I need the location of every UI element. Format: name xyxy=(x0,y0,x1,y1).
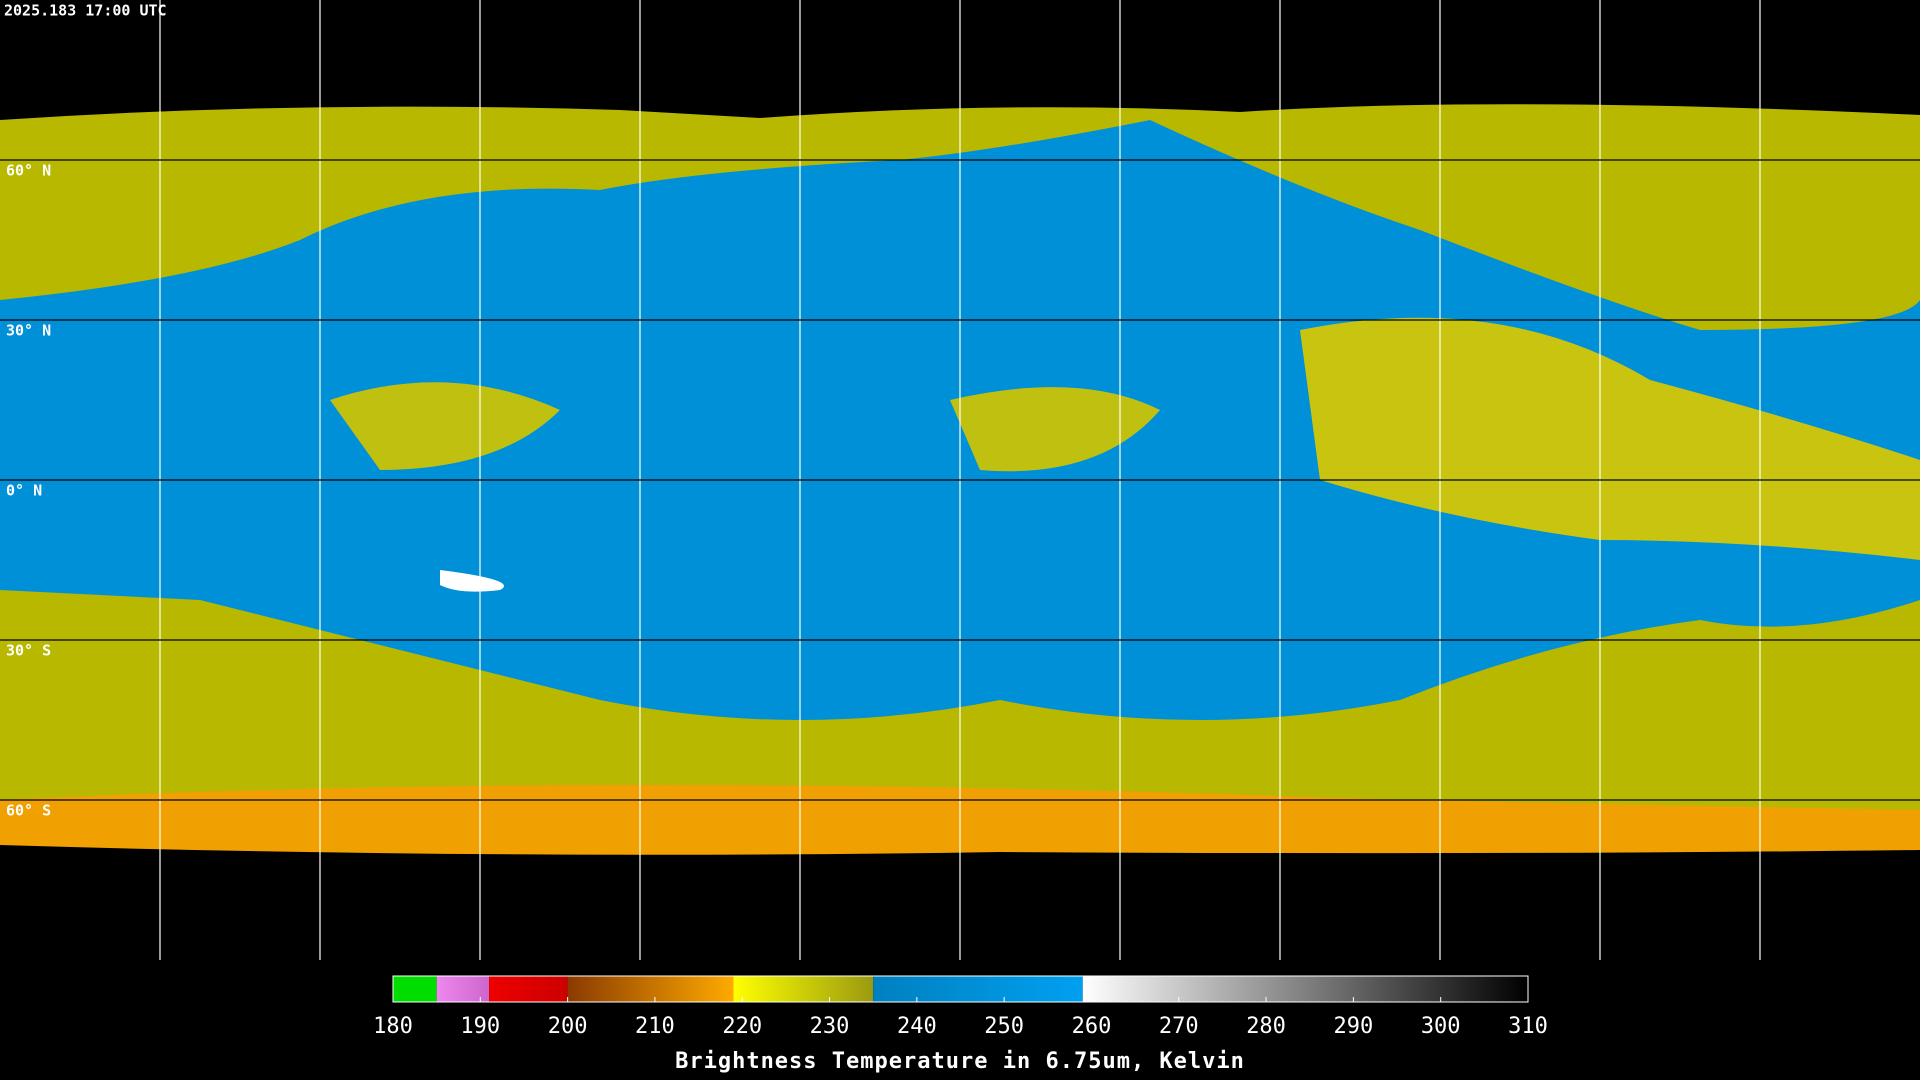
colorbar-segment xyxy=(873,976,1083,1002)
colorbar-label: Brightness Temperature in 6.75um, Kelvin xyxy=(675,1049,1245,1074)
colorbar-segment xyxy=(436,976,490,1002)
colorbar-frame xyxy=(392,975,1529,1003)
colorbar-tick-label: 300 xyxy=(1421,1014,1461,1039)
colorbar-segment xyxy=(393,976,437,1002)
colorbar: 180 190 200 210 220 230 240 250 260 270 280 290 300 3… xyxy=(373,975,1548,1039)
colorbar-tick-label: 200 xyxy=(548,1014,588,1039)
colorbar-tick-label: 250 xyxy=(984,1014,1024,1039)
colorbar-segment xyxy=(1082,976,1528,1002)
colorbar-tick-label: 230 xyxy=(810,1014,850,1039)
colorbar-tick-label: 280 xyxy=(1246,1014,1286,1039)
timestamp: 2025.183 17:00 UTC xyxy=(4,2,167,20)
colorbar-tick-label: 270 xyxy=(1159,1014,1199,1039)
colorbar-tick-label: 180 xyxy=(373,1014,413,1039)
lat-label: 0° N xyxy=(6,482,42,500)
colorbar-segment xyxy=(733,976,874,1002)
colorbar-tick-label: 290 xyxy=(1334,1014,1374,1039)
lat-label: 30° S xyxy=(6,642,51,660)
colorbar-tick-label: 210 xyxy=(635,1014,675,1039)
lat-label: 60° S xyxy=(6,802,51,820)
colorbar-segment xyxy=(567,976,734,1002)
colorbar-tick-label: 260 xyxy=(1072,1014,1112,1039)
colorbar-tick-label: 310 xyxy=(1508,1014,1548,1039)
colorbar-tick-label: 240 xyxy=(897,1014,937,1039)
colorbar-tick-label: 220 xyxy=(722,1014,762,1039)
lat-label: 30° N xyxy=(6,322,51,340)
colorbar-tick-label: 190 xyxy=(460,1014,500,1039)
lat-label: 60° N xyxy=(6,162,51,180)
graticule: 60° N 30° N 0° N 30° S 60° S xyxy=(6,0,1761,960)
colorbar-segment xyxy=(489,976,568,1002)
